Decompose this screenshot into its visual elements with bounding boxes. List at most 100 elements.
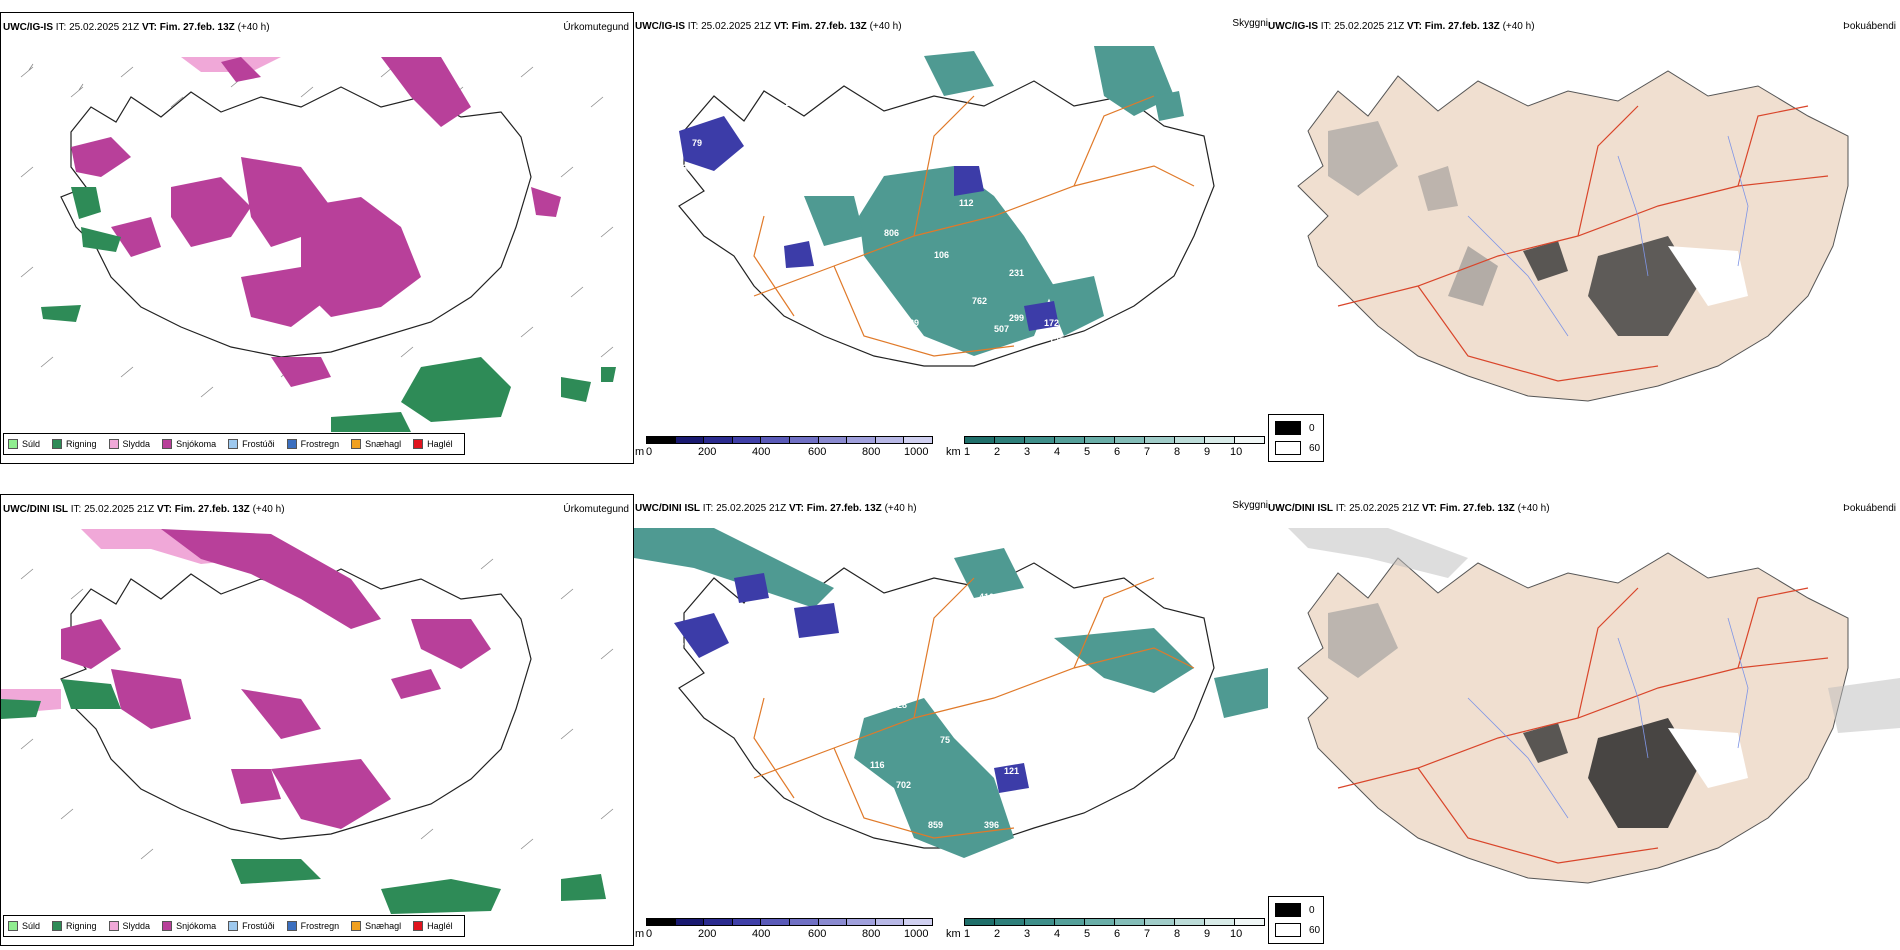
colorbar-swatch bbox=[1144, 918, 1175, 926]
vis-label: 789 bbox=[729, 658, 744, 668]
lead-time: (+40 h) bbox=[1502, 21, 1535, 32]
colorbar-swatch bbox=[731, 436, 762, 444]
vis-label: 79 bbox=[692, 138, 702, 148]
legend-label: Haglél bbox=[427, 439, 453, 449]
legend-swatch bbox=[413, 439, 424, 449]
colorbar-swatch bbox=[646, 918, 676, 926]
colorbar-swatch bbox=[1054, 436, 1085, 444]
very-low-visibility-areas bbox=[679, 116, 1059, 331]
legend-item: Snæhagl bbox=[351, 439, 401, 449]
legend-item: Frostregn bbox=[286, 439, 339, 449]
legend-swatch bbox=[413, 921, 424, 931]
model-name: UWC/IG-IS bbox=[1268, 21, 1318, 32]
init-time: IT: 25.02.2025 21Z bbox=[687, 21, 772, 32]
colorbar-tick: 9 bbox=[1204, 928, 1211, 940]
rain-areas bbox=[41, 187, 616, 432]
legend-item: Frostúði bbox=[228, 439, 275, 449]
visibility-colorbar-km: km 1 2 3 4 5 6 7 8 9 10 bbox=[944, 436, 1268, 462]
legend-item: Snjókoma bbox=[162, 439, 216, 449]
colorbar-tick: 600 bbox=[808, 446, 827, 458]
colorbar-swatch bbox=[1084, 918, 1115, 926]
model-name: UWC/DINI ISL bbox=[635, 503, 700, 514]
fog-legend-row: 0 bbox=[1275, 421, 1315, 435]
panel-header: UWC/IG-IS IT: 25.02.2025 21Z VT: Fim. 27… bbox=[1268, 21, 1535, 33]
visibility-map: 79 63 13 09 246 806 106 231 129 762 299 … bbox=[678, 46, 1215, 403]
colorbar-tick: 5 bbox=[1084, 928, 1091, 940]
vis-label: 507 bbox=[994, 324, 1009, 334]
visibility-labels: 79 63 13 09 246 806 106 231 129 762 299 … bbox=[682, 98, 1099, 403]
valid-time: VT: Fim. 27.feb. 13Z bbox=[141, 22, 235, 33]
valid-time: VT: Fim. 27.feb. 13Z bbox=[156, 504, 250, 515]
colorbar-tick: 4 bbox=[1054, 446, 1061, 458]
legend-label: Slydda bbox=[122, 439, 151, 449]
iceland-land bbox=[1297, 552, 1849, 884]
legend-label: Snjókoma bbox=[176, 921, 217, 931]
colorbar-swatch bbox=[964, 436, 995, 444]
low-visibility-areas bbox=[804, 46, 1184, 356]
lead-time: (+40 h) bbox=[869, 21, 902, 32]
valid-time: VT: Fim. 27.feb. 13Z bbox=[1421, 503, 1515, 514]
colorbar-swatch bbox=[1144, 436, 1175, 444]
rain-areas bbox=[1, 679, 606, 914]
visibility-labels: 459 410 397 584 703 275 789 64 42 328 75… bbox=[674, 550, 1022, 865]
legend-item: Haglél bbox=[413, 439, 453, 449]
legend-swatch bbox=[8, 439, 18, 449]
vis-label: 75 bbox=[940, 735, 950, 745]
colorbar-tick: 10 bbox=[1230, 446, 1243, 458]
colorbar-tick: 800 bbox=[862, 446, 881, 458]
legend-label: Frostúði bbox=[242, 921, 275, 931]
model-name: UWC/IG-IS bbox=[3, 22, 53, 33]
legend-label: Súld bbox=[22, 439, 41, 449]
vis-label: 328 bbox=[892, 700, 907, 710]
colorbar-swatch bbox=[1234, 918, 1265, 926]
wind-barbs bbox=[20, 558, 614, 860]
panel-header: UWC/DINI ISL IT: 25.02.2025 21Z VT: Fim.… bbox=[3, 504, 285, 516]
vis-label: 13 bbox=[784, 98, 794, 108]
fog-legend: 0 60 bbox=[1268, 896, 1324, 944]
fog-legend-swatch bbox=[1275, 441, 1301, 455]
precip-type-panel-top: UWC/IG-IS IT: 25.02.2025 21Z VT: Fim. 27… bbox=[0, 12, 634, 464]
vis-label: 159 bbox=[1084, 388, 1099, 398]
vis-label: 397 bbox=[999, 604, 1014, 614]
iceland-outline bbox=[678, 562, 1215, 849]
colorbar-tick: 6 bbox=[1114, 928, 1121, 940]
rivers bbox=[1467, 135, 1749, 337]
colorbar-tick: 1000 bbox=[904, 928, 929, 940]
lead-time: (+40 h) bbox=[237, 22, 270, 33]
fog-legend-row: 60 bbox=[1275, 441, 1320, 455]
fog-legend-swatch bbox=[1275, 903, 1301, 917]
colorbar-swatch bbox=[760, 436, 790, 444]
vis-label: 09 bbox=[809, 123, 819, 133]
vis-label: 275 bbox=[942, 630, 957, 640]
vis-label: 127 bbox=[1049, 336, 1064, 346]
colorbar-swatch bbox=[760, 918, 790, 926]
iceland-outline bbox=[60, 568, 532, 840]
colorbar-swatch bbox=[731, 918, 762, 926]
iceland-outline bbox=[60, 86, 532, 358]
legend-label: Snæhagl bbox=[365, 439, 402, 449]
vis-label: 172 bbox=[1044, 318, 1059, 328]
colorbar-swatch bbox=[994, 436, 1025, 444]
legend-label: Snæhagl bbox=[365, 921, 402, 931]
fog-shading bbox=[1288, 528, 1900, 828]
lead-time: (+40 h) bbox=[1517, 503, 1550, 514]
colorbar-swatch bbox=[874, 436, 905, 444]
fog-legend-row: 0 bbox=[1275, 903, 1315, 917]
iceland-land bbox=[1297, 70, 1849, 402]
colorbar-swatch bbox=[994, 918, 1025, 926]
vis-label: 396 bbox=[984, 820, 999, 830]
panel-header: UWC/IG-IS IT: 25.02.2025 21Z VT: Fim. 27… bbox=[3, 22, 270, 34]
snow-areas bbox=[1, 529, 491, 829]
legend-swatch bbox=[52, 439, 63, 449]
colorbar-tick: 0 bbox=[646, 928, 653, 940]
roads bbox=[753, 95, 1195, 357]
low-visibility-areas bbox=[634, 528, 1268, 858]
legend-swatch bbox=[108, 439, 119, 449]
legend-item: Súld bbox=[8, 439, 40, 449]
vis-label: 20 bbox=[912, 852, 922, 862]
roads bbox=[753, 577, 1195, 839]
vis-label: 231 bbox=[1009, 268, 1024, 278]
colorbar-swatch bbox=[1114, 918, 1145, 926]
colorbar-tick: 400 bbox=[752, 928, 771, 940]
vis-label: 703 bbox=[959, 617, 974, 627]
